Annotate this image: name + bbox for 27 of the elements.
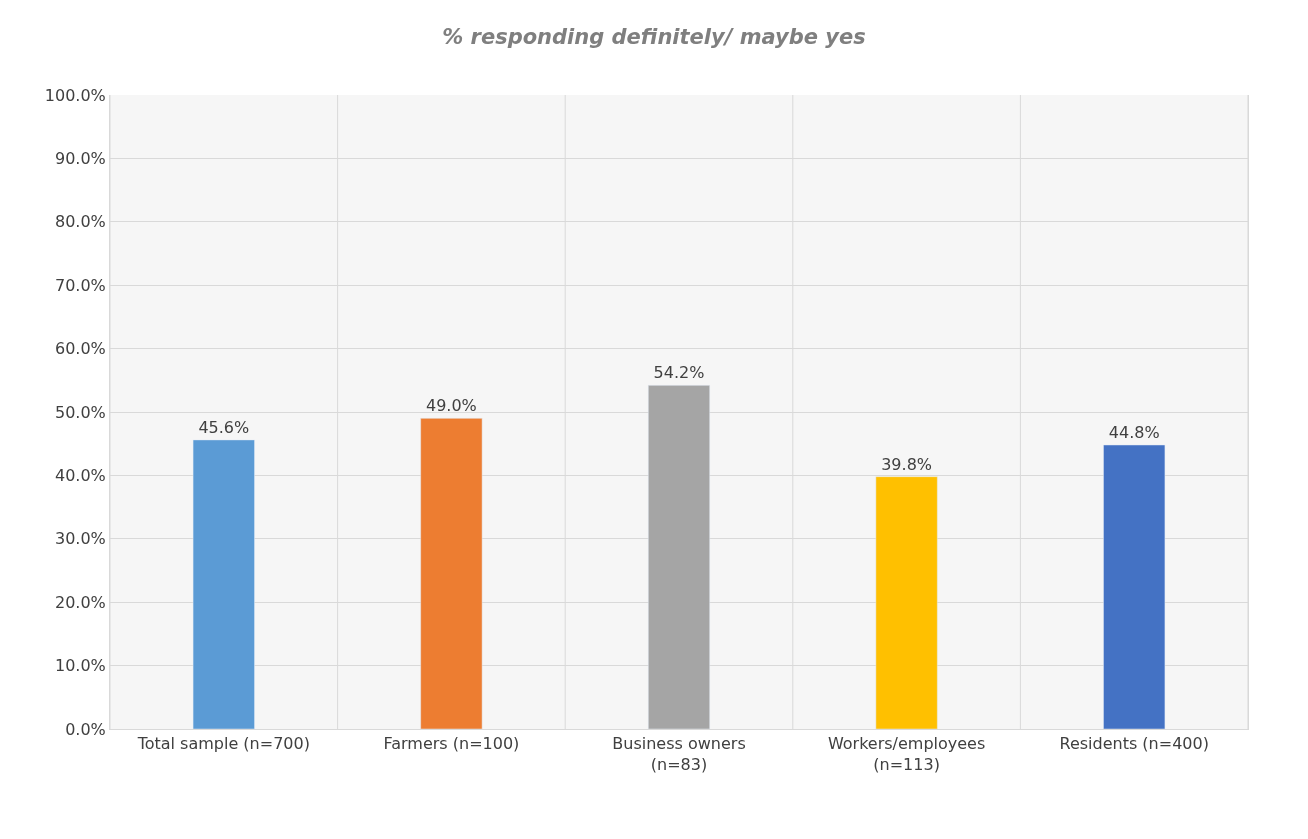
x-tick-label: Workers/employees (n=113) (827, 734, 986, 774)
y-tick-label: 10.0% (54, 656, 106, 676)
y-tick-label: 100.0% (44, 85, 106, 105)
y-tick-label: 40.0% (54, 466, 106, 485)
data-label: 49.0% (425, 396, 477, 416)
bar (192, 439, 255, 729)
data-label: 39.8% (881, 454, 933, 474)
y-tick-label: 90.0% (54, 149, 106, 168)
y-tick-label: 50.0% (54, 402, 106, 422)
data-label: 45.6% (198, 417, 250, 437)
chart-title: % responding definitely/ maybe yes (442, 25, 866, 50)
bar (420, 418, 483, 729)
y-tick-label: 80.0% (54, 212, 106, 232)
y-tick-label: 30.0% (54, 529, 106, 549)
y-tick-label: 0.0% (65, 719, 106, 739)
bar (1103, 444, 1166, 729)
data-label: 54.2% (653, 363, 705, 383)
x-tick-label: Residents (n=400) (1059, 734, 1209, 754)
x-tick-label: Business owners (n=83) (612, 734, 746, 774)
y-tick-label: 60.0% (54, 339, 106, 359)
bar (648, 385, 710, 729)
y-tick-label: 20.0% (54, 592, 106, 612)
data-label: 44.8% (1108, 422, 1160, 442)
y-tick-label: 70.0% (54, 275, 106, 295)
x-tick-label: Farmers (n=100) (383, 734, 520, 754)
bar (875, 476, 938, 729)
x-tick-label: Total sample (n=700) (136, 734, 310, 754)
